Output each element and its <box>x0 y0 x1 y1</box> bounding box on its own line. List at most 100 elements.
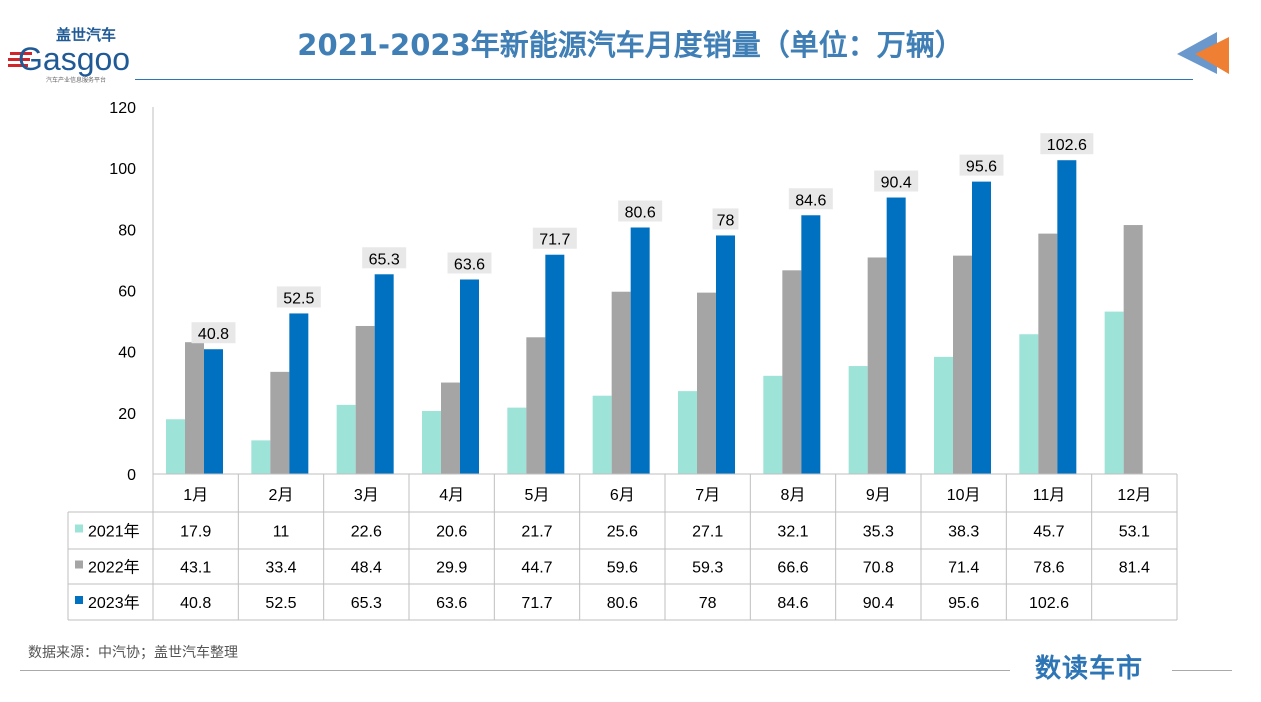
category-label: 4月 <box>439 487 464 504</box>
data-label: 80.6 <box>625 204 656 221</box>
legend-label: 2023年 <box>88 594 140 612</box>
data-label: 84.6 <box>795 192 826 209</box>
bar-chart: 0 20 40 60 80 100 120 40.8 52.5 65.3 63.6 71.7 80.6 7… <box>67 100 1178 621</box>
table-cell: 29.9 <box>436 560 467 577</box>
legend-label: 2021年 <box>88 523 140 541</box>
bar-2023年 <box>289 313 309 474</box>
y-tick-label: 100 <box>109 161 136 178</box>
legend-swatch <box>75 524 83 533</box>
table-cell: 78 <box>699 595 717 612</box>
data-label-box <box>788 188 833 210</box>
legend-swatch <box>75 596 83 604</box>
table-cell: 35.3 <box>863 524 894 541</box>
bar-2022年 <box>953 255 972 474</box>
data-label-box <box>1040 133 1094 155</box>
data-label: 65.3 <box>369 251 400 268</box>
bar-2023年 <box>1057 160 1077 474</box>
bar-2021年 <box>422 410 441 474</box>
table-cell: 63.6 <box>436 595 467 612</box>
category-label: 7月 <box>695 487 720 504</box>
data-label: 95.6 <box>966 159 997 176</box>
table-cell: 38.3 <box>948 524 979 541</box>
data-label: 40.8 <box>198 326 229 343</box>
table-cell: 45.7 <box>1033 524 1064 541</box>
bar-2021年 <box>251 440 271 474</box>
table-cell: 21.7 <box>521 524 552 541</box>
bar-2021年 <box>763 375 783 474</box>
category-label: 5月 <box>525 487 550 504</box>
data-label-box <box>618 200 663 222</box>
bar-2021年 <box>507 407 527 474</box>
data-label: 52.5 <box>283 290 314 307</box>
table-cell: 70.8 <box>863 560 894 577</box>
table-cell: 59.3 <box>692 560 723 577</box>
data-label: 102.6 <box>1047 137 1087 154</box>
footer-divider <box>20 670 1010 671</box>
bar-2022年 <box>526 337 546 474</box>
y-tick-label: 40 <box>118 345 136 362</box>
data-label-box <box>362 247 407 269</box>
y-tick-label: 20 <box>118 406 136 423</box>
table-cell: 71.7 <box>521 595 552 612</box>
table-cell: 44.7 <box>521 560 552 577</box>
bar-2021年 <box>678 391 697 474</box>
table-cell: 40.8 <box>180 595 211 612</box>
table-cell: 33.4 <box>265 560 296 577</box>
bar-2022年 <box>867 257 887 474</box>
table-cell: 90.4 <box>863 595 894 612</box>
table-cell: 20.6 <box>436 524 467 541</box>
y-tick-label: 120 <box>109 100 136 117</box>
data-label: 78 <box>717 212 735 229</box>
bar-2022年 <box>697 292 716 474</box>
table-cell: 25.6 <box>607 524 638 541</box>
bar-2022年 <box>1038 233 1058 474</box>
bar-2023年 <box>716 235 735 474</box>
bar-2023年 <box>374 274 394 474</box>
bar-2021年 <box>592 395 612 474</box>
category-label: 8月 <box>781 487 806 504</box>
bar-2021年 <box>336 404 356 474</box>
data-label-box <box>191 322 236 344</box>
data-source: 数据来源：中汽协；盖世汽车整理 <box>28 645 238 661</box>
bar-2022年 <box>185 342 204 474</box>
category-label: 11月 <box>1033 487 1066 504</box>
data-label: 71.7 <box>539 232 570 249</box>
table-cell: 80.6 <box>607 595 638 612</box>
table-cell: 66.6 <box>777 560 808 577</box>
bar-2021年 <box>1104 311 1124 474</box>
data-label: 63.6 <box>454 256 485 273</box>
svg-text:Gasgoo: Gasgoo <box>18 41 130 77</box>
category-label: 12月 <box>1117 487 1151 504</box>
footer-divider-right <box>1172 670 1232 671</box>
bar-2023年 <box>972 181 991 474</box>
category-label: 9月 <box>866 487 891 504</box>
data-label-box <box>447 252 492 274</box>
table-cell: 84.6 <box>777 595 808 612</box>
chart-title: 2021-2023年新能源汽车月度销量（单位：万辆） <box>297 28 964 62</box>
y-tick-label: 60 <box>118 284 136 301</box>
category-label: 6月 <box>610 487 635 504</box>
y-tick-label: 80 <box>118 222 136 239</box>
data-label: 90.4 <box>881 175 912 192</box>
category-label: 3月 <box>354 487 379 504</box>
back-arrow-icon[interactable] <box>1175 28 1231 78</box>
table-cell: 102.6 <box>1029 595 1069 612</box>
table-cell: 53.1 <box>1119 524 1150 541</box>
title-divider <box>135 79 1193 80</box>
bar-2021年 <box>1019 334 1039 474</box>
table-cell: 59.6 <box>607 560 638 577</box>
table-cell: 11 <box>273 524 290 541</box>
table-cell: 43.1 <box>180 560 211 577</box>
bar-2023年 <box>204 349 223 474</box>
data-label-box <box>276 286 321 308</box>
data-label-box <box>874 170 919 192</box>
svg-text:盖世汽车: 盖世汽车 <box>56 26 116 44</box>
bar-2023年 <box>886 197 906 474</box>
table-cell: 22.6 <box>351 524 382 541</box>
data-label-box <box>959 154 1004 176</box>
bar-2022年 <box>441 382 460 474</box>
table-cell: 78.6 <box>1033 560 1064 577</box>
svg-text:汽车产业信息服务平台: 汽车产业信息服务平台 <box>46 76 106 84</box>
data-label-box <box>712 208 739 230</box>
